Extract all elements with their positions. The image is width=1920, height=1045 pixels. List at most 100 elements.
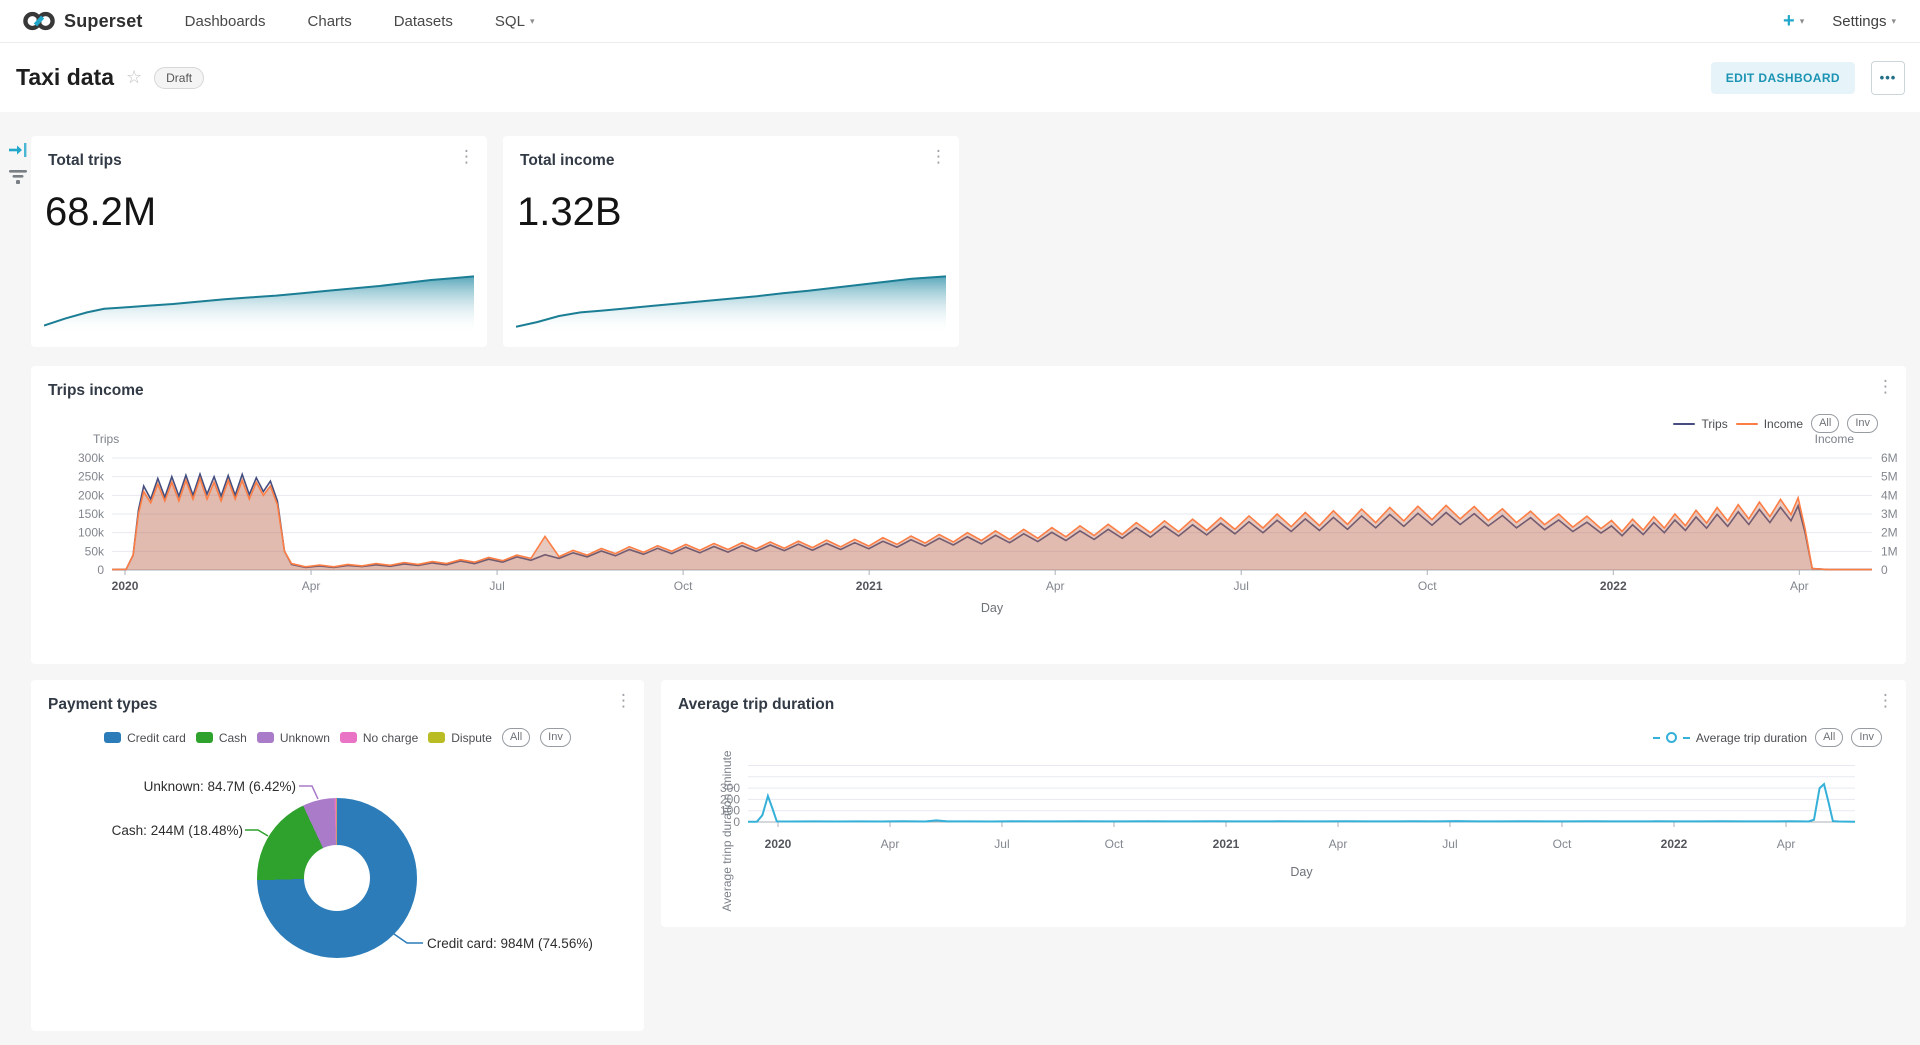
chart-menu-kebab-icon[interactable]: ⋮	[930, 147, 947, 166]
svg-text:Jul: Jul	[489, 579, 504, 593]
trips-line-marker-icon	[1673, 422, 1696, 425]
legend-item-dispute[interactable]: Dispute	[428, 731, 492, 745]
svg-text:Jul: Jul	[994, 837, 1009, 851]
unknown-swatch-icon	[256, 732, 274, 743]
legend-item-avg-duration[interactable]: Average trip duration	[1652, 731, 1807, 745]
edit-dashboard-button[interactable]: EDIT DASHBOARD	[1710, 61, 1855, 94]
nav-item-datasets[interactable]: Datasets	[393, 12, 453, 30]
caret-down-icon: ▾	[1799, 15, 1805, 26]
legend-select-all-button[interactable]: All	[1811, 414, 1840, 433]
svg-text:Day: Day	[981, 601, 1004, 615]
svg-text:Apr: Apr	[1046, 579, 1065, 593]
svg-text:150k: 150k	[78, 507, 105, 521]
svg-text:0: 0	[97, 563, 104, 577]
ellipsis-icon: •••	[1879, 70, 1897, 85]
right-axis-name: Income	[1814, 432, 1854, 446]
svg-text:Apr: Apr	[1329, 837, 1348, 851]
line-marker-icon	[1652, 736, 1660, 739]
card-trips-income: Trips income ⋮ Trips Income All Inv Trip…	[31, 366, 1906, 664]
svg-text:300k: 300k	[78, 451, 105, 465]
big-number-value: 68.2M	[45, 190, 157, 234]
svg-text:2021: 2021	[856, 579, 883, 593]
legend-item-no-charge[interactable]: No charge	[339, 731, 418, 745]
legend-invert-button[interactable]: Inv	[540, 728, 571, 747]
chart-menu-kebab-icon[interactable]: ⋮	[1877, 377, 1894, 396]
circle-marker-icon	[1665, 732, 1677, 743]
chart-title: Payment types	[48, 696, 158, 713]
svg-text:100k: 100k	[78, 526, 105, 540]
svg-text:100: 100	[720, 804, 740, 818]
filter-funnel-icon[interactable]	[8, 169, 28, 185]
svg-text:Apr: Apr	[1790, 579, 1809, 593]
brand-name: Superset	[64, 10, 143, 31]
income-line-marker-icon	[1735, 422, 1758, 425]
nav-item-sql[interactable]: SQL ▾	[494, 12, 535, 30]
avg-duration-legend: Average trip duration All Inv	[1652, 728, 1882, 747]
expand-filter-bar-button[interactable]	[8, 141, 28, 159]
donut-hole	[304, 845, 370, 911]
big-number-value: 1.32B	[517, 190, 622, 234]
svg-text:5M: 5M	[1881, 470, 1898, 484]
svg-text:2020: 2020	[765, 837, 792, 851]
callout-credit-card: Credit card: 984M (74.56%)	[427, 936, 593, 951]
svg-text:4M: 4M	[1881, 488, 1898, 502]
svg-text:6M: 6M	[1881, 451, 1898, 465]
dispute-swatch-icon	[428, 732, 446, 743]
legend-select-all-button[interactable]: All	[501, 728, 531, 747]
chart-menu-kebab-icon[interactable]: ⋮	[1877, 691, 1894, 710]
legend-select-all-button[interactable]: All	[1815, 728, 1844, 747]
legend-item-trips[interactable]: Trips	[1673, 417, 1728, 431]
svg-text:Oct: Oct	[1553, 837, 1572, 851]
infinity-logo-icon	[23, 11, 55, 31]
legend-item-unknown[interactable]: Unknown	[256, 731, 330, 745]
svg-text:Oct: Oct	[1105, 837, 1124, 851]
status-badge: Draft	[154, 66, 205, 89]
dashboard-more-button[interactable]: •••	[1871, 60, 1905, 95]
legend-item-credit-card[interactable]: Credit card	[104, 731, 186, 745]
svg-text:Oct: Oct	[1418, 579, 1437, 593]
trips-income-chart[interactable]: 300k 250k 200k 150k 100k 50k 0 6M 5M 4M 3M 2M 1M 0 202…	[31, 366, 1906, 664]
svg-text:Apr: Apr	[881, 837, 900, 851]
legend-item-income[interactable]: Income	[1735, 417, 1803, 431]
callout-unknown: Unknown: 84.7M (6.42%)	[143, 779, 296, 794]
svg-text:Jul: Jul	[1234, 579, 1249, 593]
income-sparkline-chart[interactable]	[516, 274, 946, 334]
svg-text:200: 200	[720, 792, 740, 806]
trips-sparkline-chart[interactable]	[44, 274, 474, 334]
nav-item-dashboards[interactable]: Dashboards	[184, 12, 266, 30]
svg-text:1M: 1M	[1881, 544, 1898, 558]
chart-menu-kebab-icon[interactable]: ⋮	[458, 147, 475, 166]
chart-menu-kebab-icon[interactable]: ⋮	[615, 691, 632, 710]
line-marker-icon	[1682, 736, 1690, 739]
svg-text:3M: 3M	[1881, 507, 1898, 521]
arrow-right-bar-icon	[9, 143, 27, 157]
legend-invert-button[interactable]: Inv	[1851, 728, 1882, 747]
legend-invert-button[interactable]: Inv	[1847, 414, 1878, 433]
settings-menu[interactable]: Settings ▾	[1832, 12, 1896, 30]
chart-title: Total income	[520, 152, 615, 169]
chart-title: Total trips	[48, 152, 122, 169]
page-title: Taxi data	[16, 64, 114, 90]
caret-down-icon: ▾	[529, 15, 535, 26]
dashboard-header: Taxi data ☆ Draft EDIT DASHBOARD •••	[0, 43, 1920, 112]
svg-text:2M: 2M	[1881, 526, 1898, 540]
favorite-star-icon[interactable]: ☆	[126, 67, 143, 87]
left-axis-name: Trips	[93, 432, 120, 446]
new-item-button[interactable]: + ▾	[1783, 9, 1805, 32]
no-charge-swatch-icon	[339, 732, 357, 743]
nav-item-charts[interactable]: Charts	[307, 12, 352, 30]
svg-text:0: 0	[733, 815, 740, 829]
svg-text:2022: 2022	[1600, 579, 1627, 593]
svg-text:50k: 50k	[85, 544, 105, 558]
cash-swatch-icon	[195, 732, 213, 743]
caret-down-icon: ▾	[1891, 15, 1896, 26]
top-nav: Superset Dashboards Charts Datasets SQL …	[0, 0, 1920, 43]
superset-logo[interactable]: Superset	[22, 9, 143, 33]
card-payment-types: Payment types ⋮ Credit card Cash Unknown…	[31, 680, 644, 1031]
svg-text:250k: 250k	[78, 470, 105, 484]
card-total-income: Total income ⋮ 1.32B	[503, 136, 959, 347]
card-total-trips: Total trips ⋮ 68.2M	[31, 136, 487, 347]
svg-text:2020: 2020	[112, 579, 139, 593]
legend-item-cash[interactable]: Cash	[195, 731, 247, 745]
